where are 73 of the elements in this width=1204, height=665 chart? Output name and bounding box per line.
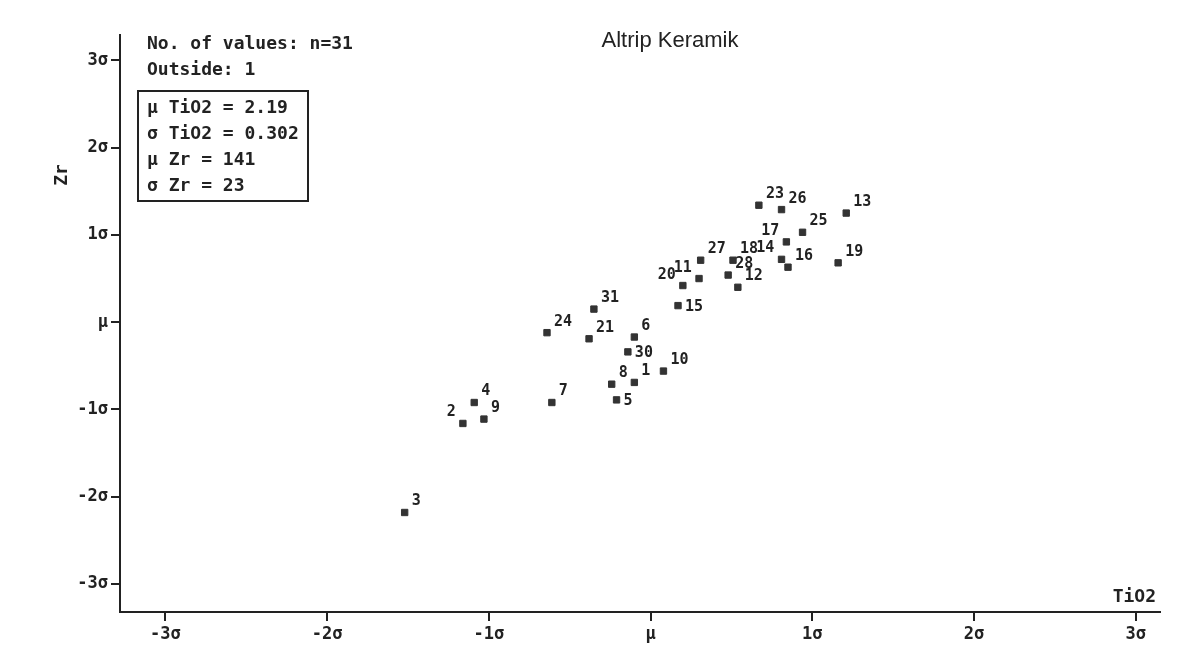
x-tick-label: -3σ (149, 622, 181, 643)
chart-title: Altrip Keramik (601, 27, 740, 53)
annotation: Outside: 1 (147, 57, 257, 81)
point (400, 508, 409, 517)
annotation: 30 (634, 342, 653, 361)
annotation: 2 (446, 402, 456, 421)
y-tick-label: -2σ (77, 485, 108, 506)
point (459, 419, 467, 428)
annotation: 31 (600, 288, 619, 307)
annotation: 1 (641, 361, 651, 380)
x-tick-label: 1σ (802, 622, 823, 643)
annotation: 16 (794, 246, 814, 265)
point (470, 398, 478, 407)
point (782, 238, 791, 246)
annotation: 7 (558, 381, 568, 400)
point (630, 333, 639, 341)
point (543, 328, 551, 337)
point (679, 281, 687, 290)
x-tick-label: μ (645, 622, 656, 643)
point (659, 367, 668, 375)
annotation: 25 (809, 211, 828, 230)
annotation: 13 (853, 192, 872, 211)
point (724, 271, 732, 279)
point (695, 274, 703, 283)
point (585, 335, 593, 343)
annotation: 27 (707, 239, 726, 258)
annotation: 23 (765, 184, 784, 203)
point (696, 256, 705, 264)
point (674, 301, 682, 310)
annotation: 19 (845, 241, 864, 260)
annotation: 10 (670, 350, 689, 369)
x-tick-label: -1σ (473, 622, 505, 643)
point (842, 209, 850, 217)
y-tick-label: 1σ (87, 223, 108, 244)
x-tick-label: -2σ (311, 622, 343, 643)
x-tick-label: 2σ (963, 622, 985, 643)
point (548, 398, 556, 407)
point (755, 201, 763, 209)
point (590, 305, 598, 313)
y-tick-label: μ (97, 310, 108, 331)
annotation: 26 (788, 188, 807, 207)
y-tick-label: 2σ (87, 136, 108, 157)
y-tick-label: -1σ (77, 397, 108, 418)
annotation: 9 (490, 398, 500, 417)
annotation: 21 (596, 317, 615, 336)
point (777, 255, 786, 264)
point (734, 283, 742, 291)
annotation: 20 (657, 264, 676, 283)
point (784, 263, 792, 271)
x-axis-title: TiO2 (1112, 584, 1156, 606)
point (777, 205, 786, 214)
point (834, 259, 842, 267)
annotation: 17 (761, 220, 780, 239)
annotation: 24 (553, 311, 573, 330)
y-tick-label: -3σ (77, 572, 108, 593)
annotation: 8 (618, 363, 628, 382)
point (612, 396, 621, 404)
annotation: 3 (411, 491, 421, 510)
y-axis-title: Zr (49, 164, 71, 186)
annotation: 15 (685, 296, 704, 315)
point (798, 228, 807, 236)
annotation: 4 (481, 381, 491, 400)
point (624, 348, 632, 356)
point (630, 378, 639, 387)
annotation: μ TiO2 = 2.19 σ TiO2 = 0.302 μ Zr = 141 σ Zr = 23 (137, 90, 309, 202)
point (480, 415, 488, 423)
x-tick-label: 3σ (1125, 622, 1146, 643)
annotation: 6 (641, 316, 651, 335)
y-tick-label: 3σ (87, 48, 108, 69)
point (608, 380, 616, 388)
annotation: 14 (756, 238, 775, 257)
annotation: 5 (623, 390, 633, 409)
annotation: No. of values: n=31 (147, 31, 353, 55)
